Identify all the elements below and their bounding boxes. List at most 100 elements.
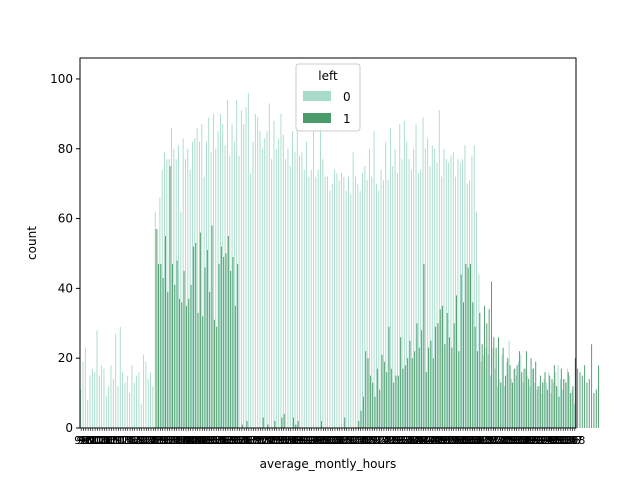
- x-tick-label-159: 159: [217, 434, 238, 447]
- bar-0-179: [273, 120, 275, 428]
- x-tick-label-202: 202: [318, 434, 339, 447]
- bar-1-176: [267, 424, 269, 428]
- bar-0-291: [534, 382, 536, 428]
- bar-1-272: [491, 281, 492, 428]
- bar-0-200: [322, 159, 324, 429]
- x-tick-label-177: 177: [259, 434, 280, 447]
- x-axis: 9697989910010110210310410510610710810911…: [74, 428, 585, 447]
- bar-0-273: [492, 347, 494, 428]
- bar-0-234: [401, 159, 403, 429]
- bar-1-255: [451, 347, 453, 428]
- bar-0-299: [552, 382, 554, 428]
- bar-1-162: [234, 305, 236, 428]
- bar-1-225: [381, 354, 383, 428]
- bar-0-117: [129, 393, 131, 428]
- bar-1-133: [167, 291, 169, 428]
- x-tick-label-111: 111: [106, 434, 127, 447]
- x-tick-label-146: 146: [187, 434, 208, 447]
- x-tick-label-277: 277: [492, 434, 513, 447]
- x-tick-label-186: 186: [280, 434, 301, 447]
- bar-0-223: [375, 183, 377, 428]
- bar-1-141: [185, 305, 187, 428]
- bar-0-271: [487, 354, 489, 428]
- bar-1-296: [546, 389, 548, 428]
- bar-1-165: [241, 424, 243, 428]
- bar-1-302: [560, 368, 562, 428]
- bar-0-268: [480, 361, 482, 428]
- bar-0-180: [275, 148, 277, 428]
- bar-0-263: [469, 180, 471, 428]
- bar-0-185: [287, 148, 289, 428]
- bar-1-135: [171, 263, 173, 428]
- bar-1-222: [374, 396, 376, 428]
- x-tick-label-257: 257: [446, 434, 467, 447]
- x-tick-label-263: 263: [460, 434, 481, 447]
- x-tick-label-170: 170: [243, 434, 264, 447]
- bar-1-304: [565, 382, 567, 428]
- bar-1-299: [553, 365, 555, 428]
- x-tick-label-300: 300: [546, 434, 567, 447]
- x-tick-label-143: 143: [180, 434, 201, 447]
- bar-1-244: [425, 372, 427, 428]
- bar-0-294: [541, 393, 543, 428]
- bar-1-283: [516, 365, 518, 428]
- x-tick-label-299: 299: [543, 434, 564, 447]
- bar-0-252: [443, 148, 445, 428]
- x-tick-label-292: 292: [527, 434, 548, 447]
- bar-0-109: [110, 365, 112, 428]
- bar-1-217: [362, 396, 364, 428]
- bar-1-286: [523, 368, 525, 428]
- x-tick-label-197: 197: [306, 434, 327, 447]
- bar-0-193: [306, 141, 308, 428]
- bar-1-315: [591, 344, 593, 428]
- x-tick-label-130: 130: [150, 434, 171, 447]
- x-tick-label-213: 213: [343, 434, 364, 447]
- x-tick-label-269: 269: [474, 434, 495, 447]
- bar-0-171: [254, 113, 256, 428]
- bar-0-255: [450, 155, 452, 429]
- x-tick-label-237: 237: [399, 434, 420, 447]
- bar-0-98: [84, 347, 86, 428]
- x-tick-label-260: 260: [453, 434, 474, 447]
- bar-0-305: [566, 368, 568, 428]
- x-tick-label-285: 285: [511, 434, 532, 447]
- bar-0-293: [538, 386, 540, 428]
- x-tick-label-113: 113: [110, 434, 131, 447]
- x-tick-label-217: 217: [352, 434, 373, 447]
- bar-0-161: [231, 124, 233, 428]
- x-tick-label-243: 243: [413, 434, 434, 447]
- bar-0-148: [201, 124, 203, 428]
- x-tick-label-222: 222: [364, 434, 385, 447]
- x-tick-label-144: 144: [182, 434, 203, 447]
- bar-0-282: [513, 368, 515, 428]
- bar-0-192: [303, 169, 305, 428]
- bar-0-156: [219, 113, 221, 428]
- bar-0-107: [105, 396, 107, 428]
- bar-0-231: [394, 148, 396, 428]
- bar-0-123: [143, 354, 145, 428]
- x-tick-label-127: 127: [143, 434, 164, 447]
- bar-1-148: [202, 316, 204, 428]
- x-tick-label-157: 157: [213, 434, 234, 447]
- x-tick-label-191: 191: [292, 434, 313, 447]
- bar-0-186: [289, 166, 291, 428]
- x-tick-label-273: 273: [483, 434, 504, 447]
- x-tick-label-116: 116: [117, 434, 138, 447]
- bar-0-105: [101, 365, 103, 428]
- x-tick-label-124: 124: [136, 434, 157, 447]
- bar-1-236: [407, 358, 409, 428]
- series-0-bars: [80, 92, 575, 429]
- x-tick-label-280: 280: [499, 434, 520, 447]
- x-tick-label-117: 117: [120, 434, 141, 447]
- x-tick-label-115: 115: [115, 434, 136, 447]
- bar-0-224: [378, 190, 380, 428]
- x-tick-label-181: 181: [269, 434, 290, 447]
- bar-0-191: [301, 152, 303, 428]
- x-tick-label-224: 224: [369, 434, 390, 447]
- x-tick-label-195: 195: [301, 434, 322, 447]
- x-tick-label-179: 179: [264, 434, 285, 447]
- bar-0-173: [259, 131, 261, 429]
- bar-0-250: [438, 110, 440, 429]
- bar-0-240: [415, 124, 417, 428]
